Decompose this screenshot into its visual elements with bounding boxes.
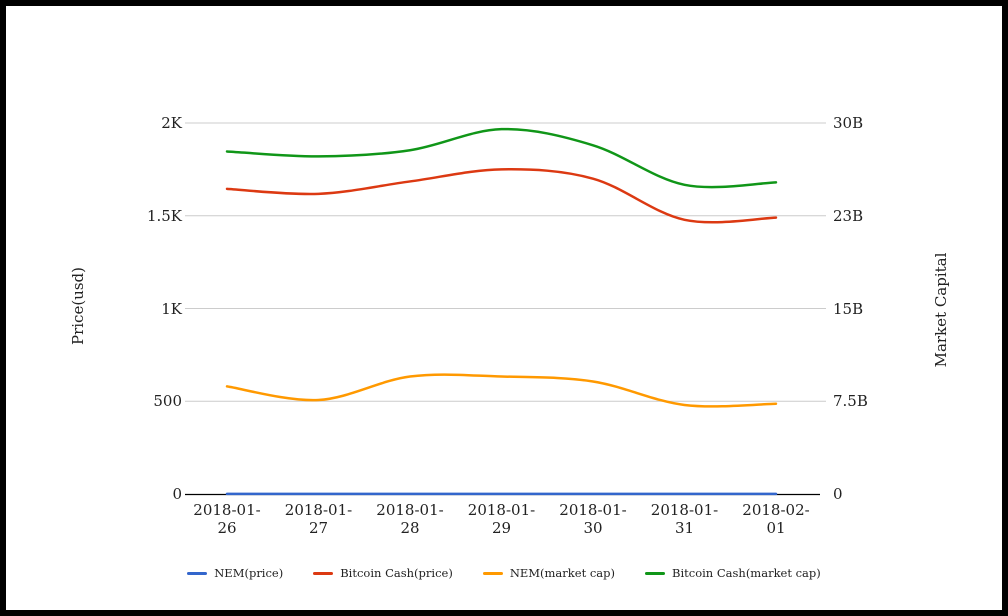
legend-item-bitcoin-cash-market-cap[interactable]: Bitcoin Cash(market cap): [645, 566, 821, 580]
x-tick-label: 2018-02- 01: [742, 501, 810, 537]
x-tick-label: 2018-01- 30: [559, 501, 627, 537]
legend-item-nem-market-cap[interactable]: NEM(market cap): [482, 566, 615, 580]
series-line-bitcoin-cash-price: [225, 168, 778, 224]
legend-label: Bitcoin Cash(price): [340, 566, 453, 580]
legend-swatch: [313, 571, 334, 575]
y-right-tick-label: 7.5B: [833, 392, 868, 411]
left-axis-title: Price(usd): [69, 266, 87, 346]
y-left-tick-label: 1.5K: [146, 206, 182, 225]
x-tick-label: 2018-01- 31: [650, 501, 719, 537]
x-tick-label: 2018-01- 26: [193, 501, 261, 537]
y-right-tick-label: 0: [833, 485, 843, 503]
y-left-tick-label: 0: [172, 485, 182, 503]
legend-label: NEM(market cap): [509, 566, 615, 580]
legend-item-nem-price[interactable]: NEM(price): [187, 566, 283, 580]
chart-legend: NEM(price) Bitcoin Cash(price) NEM(market …: [0, 566, 1008, 580]
legend-swatch: [187, 571, 208, 575]
legend-swatch: [482, 571, 503, 575]
right-axis-title: Market Capital: [932, 252, 950, 368]
x-tick-label: 2018-01- 29: [467, 501, 536, 537]
series-line-bitcoin-cash-market-cap: [225, 127, 778, 189]
y-right-tick-label: 23B: [833, 206, 864, 225]
y-right-tick-label: 15B: [833, 299, 864, 318]
legend-item-bitcoin-cash-price[interactable]: Bitcoin Cash(price): [313, 566, 453, 580]
x-tick-label: 2018-01- 28: [376, 501, 444, 537]
legend-swatch: [645, 571, 665, 575]
series-line-nem-market-cap: [225, 373, 778, 408]
legend-label: Bitcoin Cash(market cap): [672, 566, 821, 580]
y-left-tick-label: 500: [153, 392, 182, 411]
x-tick-label: 2018-01- 27: [284, 501, 353, 537]
y-left-tick-label: 2K: [161, 114, 182, 132]
y-right-tick-label: 30B: [833, 114, 864, 132]
legend-label: NEM(price): [214, 566, 284, 580]
y-left-tick-label: 1K: [161, 299, 182, 318]
